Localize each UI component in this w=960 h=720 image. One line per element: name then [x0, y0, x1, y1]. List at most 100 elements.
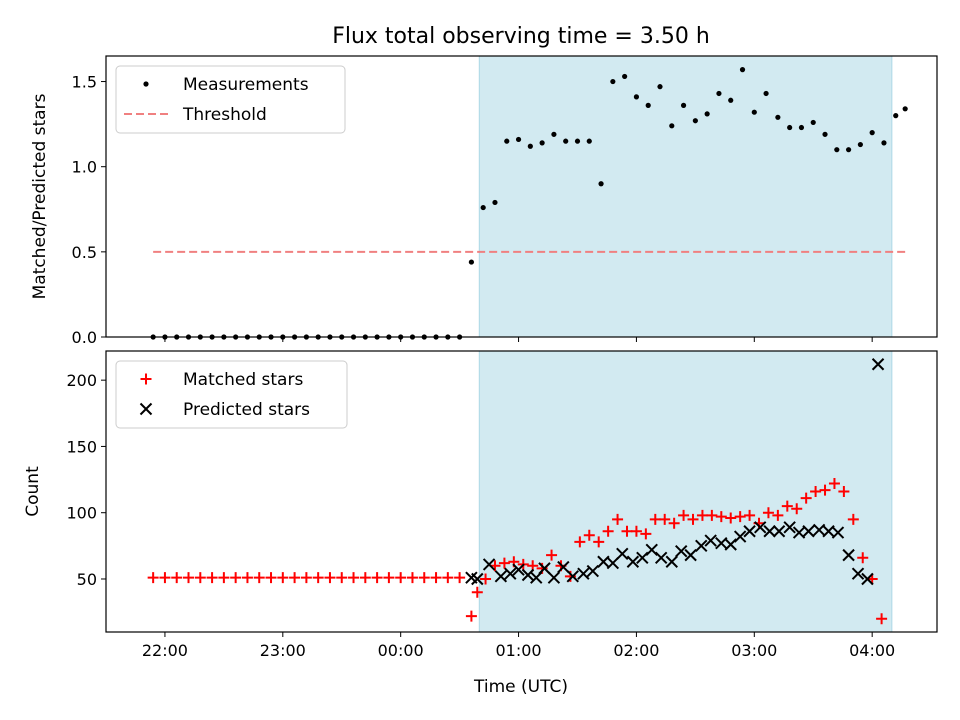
matched-stars-point: [678, 509, 690, 521]
matched-stars-point: [659, 513, 671, 525]
predicted-stars-point: [763, 525, 776, 538]
predicted-stars-point: [586, 564, 600, 578]
y-tick-label: 1.0: [72, 158, 97, 177]
matched-stars-point: [649, 513, 661, 525]
y-tick-label: 1.5: [72, 73, 97, 92]
y-tick-label: 50: [77, 570, 97, 589]
predicted-stars-point: [616, 547, 629, 561]
matched-stars-point: [800, 492, 812, 504]
predicted-stars-point: [831, 526, 845, 539]
matched-stars-point: [171, 572, 183, 584]
y-tick-label: 100: [66, 504, 97, 523]
count-panel: 22:00 23:00 00:00 01:00 02:00 03:00 04:00 50 100…: [23, 350, 938, 660]
y-axis-label: Count: [23, 466, 43, 517]
matched-stars-point: [371, 572, 383, 584]
matched-stars-point: [621, 525, 633, 537]
predicted-stars-point: [577, 567, 590, 580]
predicted-stars-point: [733, 530, 747, 543]
measurements-point: [810, 119, 816, 126]
matched-stars-point: [819, 484, 831, 496]
predicted-stars-point: [471, 572, 484, 586]
matched-stars-point: [791, 503, 803, 515]
measurements-point: [574, 138, 581, 144]
predicted-stars-point: [753, 521, 767, 534]
matched-stars-point: [706, 509, 718, 521]
measurements-point: [527, 143, 533, 149]
legend-marker: [140, 373, 152, 385]
predicted-stars-point: [851, 567, 865, 580]
matched-stars-point: [498, 557, 510, 569]
matched-stars-point: [218, 572, 230, 584]
measurements-point: [598, 181, 604, 187]
matched-stars-point: [324, 572, 336, 584]
predicted-stars-point: [626, 555, 640, 568]
matched-stars-point: [602, 525, 614, 537]
matched-stars-point: [744, 509, 756, 521]
x-tick-label: 22:00: [142, 641, 188, 660]
observing-window: [478, 55, 893, 338]
matched-stars-point: [715, 511, 727, 523]
matched-stars-point: [612, 513, 624, 525]
legend-box: [115, 360, 348, 429]
matched-stars-point: [406, 572, 418, 584]
matched-stars-point: [810, 486, 822, 497]
matched-stars-point: [265, 572, 277, 584]
plot-frame: [105, 350, 938, 633]
predicted-stars-point: [557, 560, 570, 574]
measurements-point: [798, 124, 805, 131]
measurements-point: [763, 90, 769, 97]
legend-box: [115, 65, 346, 134]
predicted-stars-point: [654, 551, 668, 564]
matched-stars-point: [734, 511, 746, 523]
matched-stars-point: [206, 572, 218, 584]
predicted-stars-point: [724, 538, 737, 551]
matched-stars-point: [241, 572, 253, 584]
matched-stars-point: [348, 572, 360, 584]
predicted-stars-point: [842, 548, 855, 562]
legend-marker: [143, 81, 149, 87]
matched-stars-point: [395, 572, 407, 584]
observing-window: [478, 350, 893, 633]
measurements-point: [586, 138, 592, 144]
measurements-point: [539, 140, 545, 146]
matched-stars-point: [289, 572, 301, 584]
predicted-stars-point: [494, 570, 508, 583]
predicted-stars-point: [871, 358, 885, 371]
legend-label: Predicted stars: [183, 400, 310, 420]
measurements-point: [787, 124, 793, 131]
predicted-stars-point: [547, 571, 561, 584]
plot-frame: [105, 55, 938, 338]
legend-label: Threshold: [182, 105, 267, 125]
matched-stars-point: [593, 536, 605, 548]
matched-stars-point: [383, 572, 395, 584]
matched-stars-point: [300, 572, 312, 584]
predicted-stars-point: [538, 562, 551, 575]
predicted-stars-point: [645, 543, 658, 557]
predicted-stars-point: [684, 548, 697, 562]
matched-stars-point: [430, 572, 442, 584]
y-tick-label: 200: [66, 371, 97, 390]
matched-stars-point: [781, 500, 793, 512]
measurements-point: [680, 102, 687, 108]
measurements-point: [633, 94, 640, 100]
matched-stars-point: [277, 572, 289, 584]
matched-stars-point: [147, 572, 159, 584]
matched-stars-point: [253, 572, 265, 584]
matched-stars-point: [762, 507, 774, 519]
predicted-stars-point: [566, 570, 579, 583]
measurements-point: [775, 114, 781, 120]
matched-stars-point: [465, 610, 477, 622]
measurements-point: [893, 113, 899, 119]
measurements-point: [610, 78, 616, 85]
measurements-point: [704, 111, 710, 117]
predicted-stars-point: [482, 558, 496, 571]
matched-stars-point: [630, 525, 642, 537]
x-tick-label: 03:00: [731, 641, 777, 660]
predicted-stars-point: [743, 525, 756, 538]
matched-stars-point: [471, 586, 483, 598]
measurements-point: [480, 204, 486, 211]
matched-stars-point: [857, 552, 869, 564]
matched-stars-point: [687, 513, 699, 525]
measurements-point: [669, 123, 675, 129]
measurements-point: [492, 199, 498, 206]
